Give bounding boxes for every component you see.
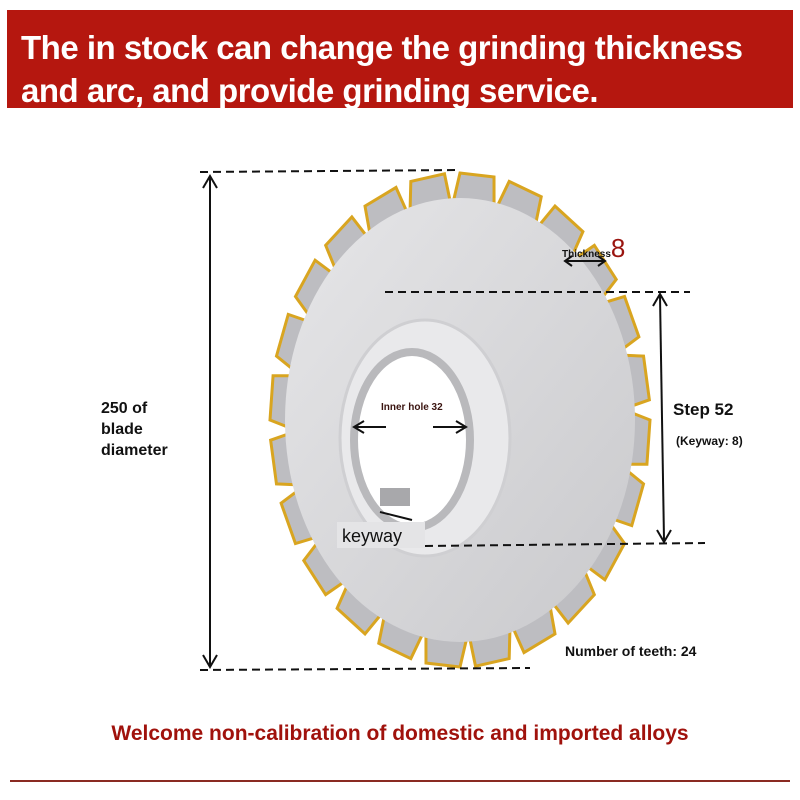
inner-hole [350,348,474,532]
blade-diameter-label: 250 of blade diameter [101,400,168,459]
step-label: Step 52 [673,400,734,419]
thickness-label: Thickness8 [562,233,625,264]
header-banner: The in stock can change the grinding thi… [7,10,793,109]
dimension-lines [199,169,706,671]
footer-divider [10,780,790,782]
keyway-slot [380,488,410,506]
keyway-label-bg [337,522,425,548]
inner-hole-label: Inner hole 32 [381,402,443,413]
thickness-value: 8 [610,233,626,263]
teeth-count-label: Number of teeth: 24 [565,643,697,659]
footer-text: Welcome non-calibration of domestic and … [111,722,689,745]
keyway-label: keyway [342,526,403,546]
header-title: The in stock can change the grinding thi… [21,29,743,109]
thickness-text: Thickness [562,249,611,260]
keyway-note: (Keyway: 8) [676,434,743,448]
